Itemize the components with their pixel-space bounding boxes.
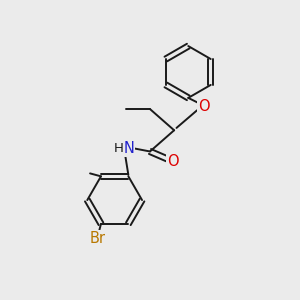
- Text: O: O: [167, 154, 179, 169]
- Text: Br: Br: [90, 231, 106, 246]
- Text: O: O: [198, 99, 209, 114]
- Text: H: H: [113, 142, 123, 155]
- Text: N: N: [123, 141, 134, 156]
